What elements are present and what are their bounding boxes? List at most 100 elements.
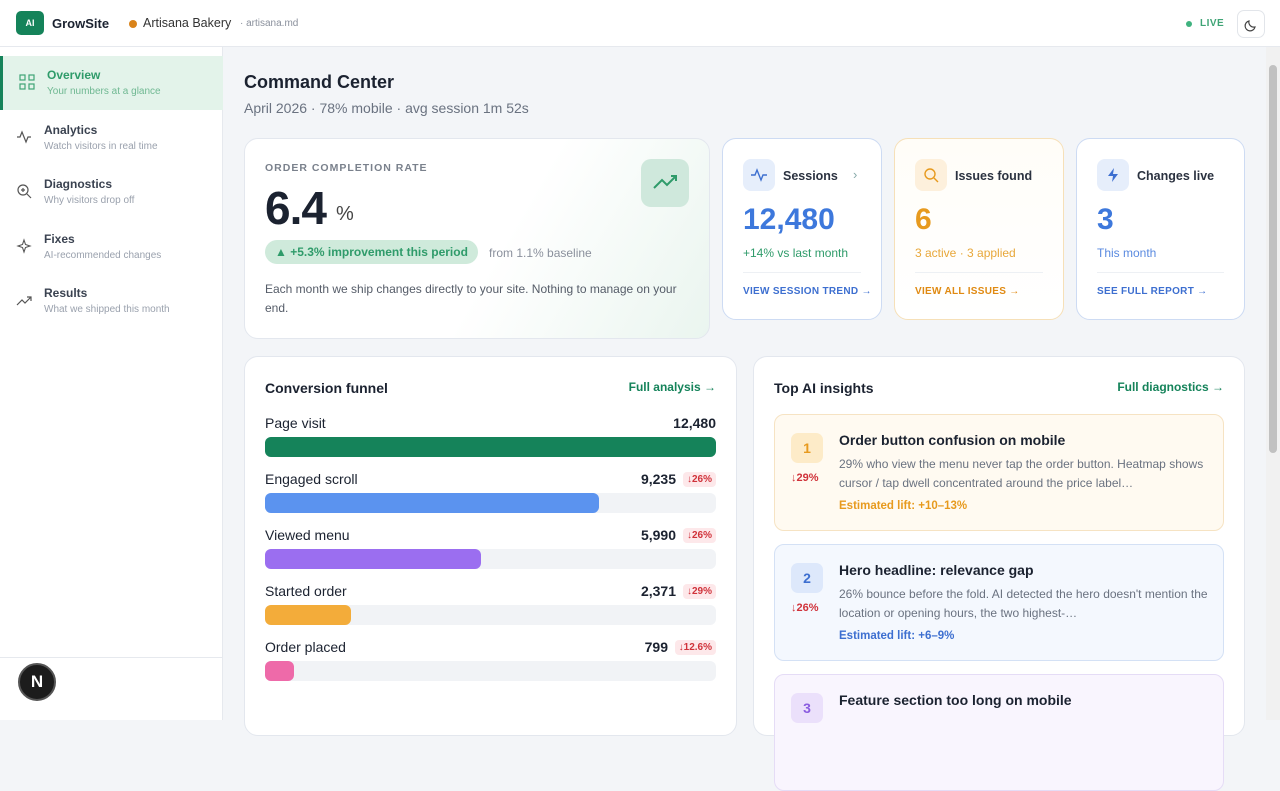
stat-value: 12,480 bbox=[743, 203, 835, 236]
nav-sub: What we shipped this month bbox=[44, 304, 170, 315]
nav-sub: AI-recommended changes bbox=[44, 250, 162, 261]
logo[interactable]: AI bbox=[16, 11, 44, 35]
stat-link[interactable]: VIEW SESSION TREND → bbox=[743, 286, 872, 297]
nav-icon bbox=[19, 74, 35, 90]
divider bbox=[1097, 272, 1224, 273]
step-label: Started order bbox=[265, 583, 347, 599]
step-value: 12,480 bbox=[673, 415, 716, 431]
nav-label: Results bbox=[44, 286, 88, 300]
insight-rank: 3 bbox=[791, 693, 823, 723]
insight-title: Order button confusion on mobile bbox=[839, 432, 1066, 448]
stat-link[interactable]: VIEW ALL ISSUES → bbox=[915, 286, 1020, 297]
site-name[interactable]: Artisana Bakery bbox=[143, 16, 232, 30]
divider bbox=[0, 657, 222, 658]
insight-text: 26% bounce before the fold. AI detected … bbox=[839, 587, 1208, 620]
hero-card: ORDER COMPLETION RATE 6.4 % ▲ +5.3% impr… bbox=[244, 138, 710, 339]
funnel-title: Conversion funnel bbox=[265, 380, 388, 396]
funnel-step: Page visit 12,480 bbox=[265, 415, 716, 459]
stat-icon bbox=[1097, 159, 1129, 191]
stat-card[interactable]: Sessions › 12,480 +14% vs last month VIE… bbox=[722, 138, 882, 320]
step-label: Order placed bbox=[265, 639, 346, 655]
funnel-bar bbox=[265, 549, 482, 569]
stat-detail: This month bbox=[1097, 246, 1157, 260]
improvement-pill: ▲ +5.3% improvement this period bbox=[265, 240, 478, 264]
site-domain: · artisana.md bbox=[240, 18, 299, 29]
nav-label: Fixes bbox=[44, 232, 75, 246]
step-label: Viewed menu bbox=[265, 527, 350, 543]
divider bbox=[915, 272, 1043, 273]
stat-card[interactable]: Issues found 6 3 active · 3 applied VIEW… bbox=[894, 138, 1064, 320]
stat-link[interactable]: SEE FULL REPORT → bbox=[1097, 286, 1208, 297]
stat-detail: +14% vs last month bbox=[743, 246, 849, 260]
nav-icon bbox=[16, 238, 32, 254]
insight-text: 29% who view the menu never tap the orde… bbox=[839, 457, 1204, 490]
bar-track bbox=[265, 661, 716, 681]
trend-svg bbox=[653, 175, 677, 189]
nav-sub: Your numbers at a glance bbox=[47, 86, 161, 97]
page-title: Command Center bbox=[244, 72, 395, 92]
hero-note: Each month we ship changes directly to y… bbox=[265, 282, 677, 315]
funnel-step: Viewed menu 5,990 ↓26% bbox=[265, 527, 716, 571]
hero-label: ORDER COMPLETION RATE bbox=[265, 162, 428, 174]
hero-unit: % bbox=[336, 203, 354, 225]
nav-item[interactable]: Analytics Watch visitors in real time bbox=[0, 111, 223, 165]
stat-title: Issues found bbox=[955, 169, 1033, 183]
stat-detail: 3 active · 3 applied bbox=[915, 246, 1016, 260]
stat-title: Sessions bbox=[783, 169, 838, 183]
step-value: 5,990 bbox=[640, 527, 676, 543]
funnel-step: Order placed 799 ↓12.6% bbox=[265, 639, 716, 683]
nav-icon bbox=[16, 296, 32, 306]
live-status: LIVE bbox=[1200, 18, 1225, 29]
insight-drop: ↓29% bbox=[791, 472, 819, 484]
step-drop: ↓12.6% bbox=[674, 640, 716, 655]
nav-icon bbox=[17, 184, 32, 199]
nav-item[interactable]: Fixes AI-recommended changes bbox=[0, 220, 223, 274]
funnel-link[interactable]: Full analysis → bbox=[628, 380, 716, 394]
top-bar: AI GrowSite Artisana Bakery · artisana.m… bbox=[0, 0, 1280, 47]
nav-label: Analytics bbox=[44, 123, 98, 137]
funnel-bar bbox=[265, 493, 599, 513]
nav-item[interactable]: Results What we shipped this month bbox=[0, 274, 223, 328]
dev-badge[interactable]: N bbox=[18, 663, 56, 701]
chevron: › bbox=[853, 167, 858, 182]
nav-label: Overview bbox=[47, 68, 101, 82]
stat-icon bbox=[915, 159, 947, 191]
step-value: 2,371 bbox=[640, 583, 676, 599]
insight[interactable]: 1 ↓29% Order button confusion on mobile … bbox=[774, 414, 1224, 531]
step-drop: ↓26% bbox=[682, 472, 716, 487]
funnel-bar bbox=[265, 605, 351, 625]
insight[interactable]: 2 ↓26% Hero headline: relevance gap 26% … bbox=[774, 544, 1224, 661]
page-subtitle: April 2026 · 78% mobile · avg session 1m… bbox=[244, 100, 529, 116]
step-label: Page visit bbox=[265, 415, 326, 431]
scrollbar bbox=[1266, 47, 1280, 720]
step-drop: ↓26% bbox=[682, 528, 716, 543]
insight-lift: Estimated lift: +10–13% bbox=[839, 500, 968, 512]
bar-track bbox=[265, 605, 716, 625]
insight-rank: 1 bbox=[791, 433, 823, 463]
brand[interactable]: GrowSite bbox=[52, 16, 110, 31]
insight[interactable]: 3 Feature section too long on mobile bbox=[774, 674, 1224, 791]
step-drop: ↓29% bbox=[682, 584, 716, 599]
insights-title: Top AI insights bbox=[774, 380, 874, 396]
divider bbox=[743, 272, 861, 273]
insight-title: Feature section too long on mobile bbox=[839, 692, 1072, 708]
insight-title: Hero headline: relevance gap bbox=[839, 562, 1034, 578]
theme-toggle[interactable] bbox=[1237, 10, 1265, 38]
nav-icon bbox=[17, 130, 31, 144]
nav-item[interactable]: Diagnostics Why visitors drop off bbox=[0, 165, 223, 219]
nav-label: Diagnostics bbox=[44, 177, 113, 191]
scroll-thumb[interactable] bbox=[1269, 65, 1277, 453]
funnel-step: Started order 2,371 ↓29% bbox=[265, 583, 716, 627]
hero-value: 6.4 bbox=[265, 182, 327, 234]
baseline: from 1.1% baseline bbox=[489, 246, 592, 260]
live-dot bbox=[1186, 21, 1192, 27]
nav-item[interactable]: Overview Your numbers at a glance bbox=[0, 56, 223, 110]
stat-title: Changes live bbox=[1137, 169, 1215, 183]
icon-svg bbox=[751, 168, 767, 182]
funnel-step: Engaged scroll 9,235 ↓26% bbox=[265, 471, 716, 515]
insights-link[interactable]: Full diagnostics → bbox=[1117, 380, 1224, 394]
stat-card[interactable]: Changes live 3 This month SEE FULL REPOR… bbox=[1076, 138, 1245, 320]
insights-card: Top AI insights Full diagnostics → 1 ↓29… bbox=[753, 356, 1245, 791]
funnel-card: Conversion funnel Full analysis → Page v… bbox=[244, 356, 737, 736]
